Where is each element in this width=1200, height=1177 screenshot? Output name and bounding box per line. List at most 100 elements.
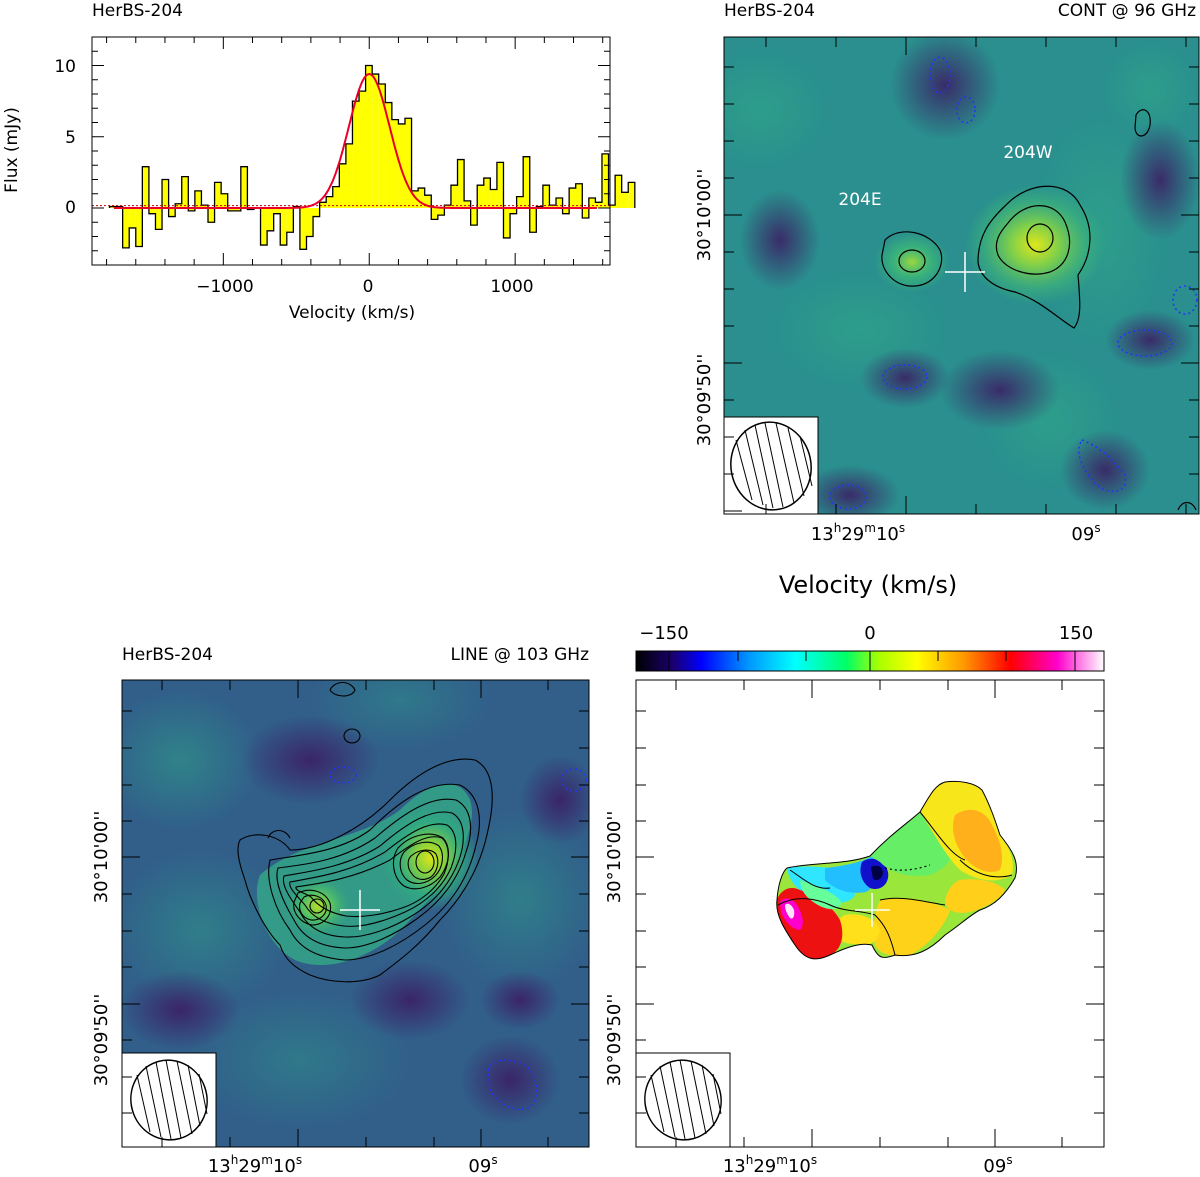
velocity-ra-label: 13h29m10s xyxy=(723,1153,817,1177)
spectrum-bar xyxy=(628,182,635,208)
spectrum-bar xyxy=(457,159,465,208)
source-label-204w: 204W xyxy=(1003,143,1052,163)
spectrum-bar xyxy=(339,163,346,208)
spectrum-bar xyxy=(477,185,484,208)
spectrum-bar xyxy=(129,208,136,228)
spectrum-bar xyxy=(615,175,622,208)
line-dec-label-0950: 30°09'50'' xyxy=(91,994,112,1087)
spectrum-bar xyxy=(608,205,616,208)
gaussian-fit-line xyxy=(113,72,597,209)
line-frame xyxy=(121,679,590,1148)
spectrum-bar xyxy=(437,208,445,216)
spectrum-y-axis-label: Flux (mJy) xyxy=(2,107,22,193)
spectrum-bar xyxy=(332,186,340,208)
continuum-panel: HerBS-204 CONT @ 96 GHz xyxy=(694,1,1200,545)
x-tick-label-0: 0 xyxy=(363,277,374,297)
spectrum-bar xyxy=(122,208,130,248)
spectrum-bar xyxy=(404,118,412,208)
spectrum-bar xyxy=(424,195,432,208)
spectrum-bar xyxy=(569,188,576,208)
spectrum-bar xyxy=(352,101,360,208)
spectrum-bar xyxy=(260,208,268,246)
spectrum-bar xyxy=(556,198,563,208)
line-beam-box xyxy=(121,1052,217,1148)
spectrum-bar xyxy=(280,208,287,246)
spectrum-bar xyxy=(450,185,458,208)
spectrum-bar xyxy=(267,208,274,231)
velocity-beam-box xyxy=(635,1052,731,1148)
spectrum-bar xyxy=(621,192,629,208)
velocity-map xyxy=(776,780,1017,960)
spectrum-bar xyxy=(418,188,425,208)
line-frequency: LINE @ 103 GHz xyxy=(451,645,590,665)
continuum-ticks xyxy=(724,37,1199,514)
spectrum-bar xyxy=(444,205,451,208)
line-title: HerBS-204 xyxy=(122,645,213,665)
velocity-center-cross xyxy=(855,893,890,927)
spectrum-bar xyxy=(345,143,353,208)
spectrum-ticks xyxy=(92,36,610,266)
continuum-title: HerBS-204 xyxy=(724,1,815,21)
spectrum-bar xyxy=(214,182,222,208)
x-tick-label-1000: 1000 xyxy=(490,277,533,297)
colorbar-tick-label-0: 0 xyxy=(864,623,875,644)
spectrum-bar xyxy=(503,208,511,238)
continuum-ra-09: 09s xyxy=(1071,521,1100,545)
velocity-frame xyxy=(635,679,1105,1148)
spectrum-bar xyxy=(109,206,117,208)
spectrum-bar xyxy=(516,196,524,208)
spectrum-bar xyxy=(582,208,589,218)
velocity-contours xyxy=(776,780,1017,960)
spectrum-bar xyxy=(148,208,156,214)
spectrum-x-axis-label: Velocity (km/s) xyxy=(289,303,415,323)
spectrum-bar xyxy=(135,208,143,247)
spectrum-panel: HerBS-204 0 5 10 −1000 0 1000 Velocity (… xyxy=(2,1,636,323)
spectrum-bar xyxy=(490,189,497,208)
spectrum-bar xyxy=(162,179,169,208)
spectrum-bar xyxy=(562,208,570,214)
y-tick-label-5: 5 xyxy=(65,128,76,148)
spectrum-bar xyxy=(286,208,294,233)
continuum-negative-contours xyxy=(829,56,1198,510)
line-ra-label: 13h29m10s xyxy=(208,1153,302,1177)
spectrum-bar xyxy=(313,208,320,217)
spectrum-bar xyxy=(378,84,386,208)
spectrum-bar xyxy=(234,208,241,211)
continuum-frequency: CONT @ 96 GHz xyxy=(1058,1,1196,21)
continuum-dec-label-1000: 30°10'00'' xyxy=(694,169,715,262)
line-ra-09: 09s xyxy=(468,1153,497,1177)
spectrum-bar xyxy=(208,208,215,223)
spectrum-bar xyxy=(529,208,537,233)
spectrum-bar xyxy=(411,190,419,208)
spectrum-bar xyxy=(385,102,392,208)
x-tick-label-m1000: −1000 xyxy=(196,277,254,297)
line-panel: HerBS-204 LINE @ 103 GHz xyxy=(91,645,590,1177)
spectrum-bar xyxy=(601,153,609,208)
colorbar-tick-label-m150: −150 xyxy=(639,623,688,644)
y-tick-label-10: 10 xyxy=(54,57,76,77)
colorbar-tick-label-150: 150 xyxy=(1059,623,1093,644)
velocity-colorbar: Velocity (km/s) −150 0 150 xyxy=(635,571,1105,672)
colorbar-title: Velocity (km/s) xyxy=(779,571,957,599)
continuum-beam-box xyxy=(723,416,819,515)
spectrum-bar xyxy=(240,166,248,208)
spectrum-bar xyxy=(181,176,189,208)
spectrum-bar xyxy=(470,208,478,226)
spectrum-bars xyxy=(108,64,636,250)
spectrum-bar xyxy=(155,208,163,230)
spectrum-bar xyxy=(175,203,182,208)
colorbar-ticks xyxy=(668,651,1076,671)
continuum-frame xyxy=(723,36,1200,515)
spectrum-bar xyxy=(398,123,405,208)
continuum-ra-label: 13h29m10s xyxy=(811,521,905,545)
spectrum-bar xyxy=(372,74,379,208)
spectrum-bar xyxy=(542,185,550,208)
velocity-dec-label-0950: 30°09'50'' xyxy=(604,994,625,1087)
spectrum-bar xyxy=(188,208,195,211)
spectrum-bar xyxy=(299,208,307,250)
spectrum-bar xyxy=(365,65,373,208)
spectrum-bar xyxy=(595,202,602,208)
spectrum-bar xyxy=(523,156,530,208)
y-tick-label-0: 0 xyxy=(65,198,76,218)
line-ticks xyxy=(122,680,589,1147)
